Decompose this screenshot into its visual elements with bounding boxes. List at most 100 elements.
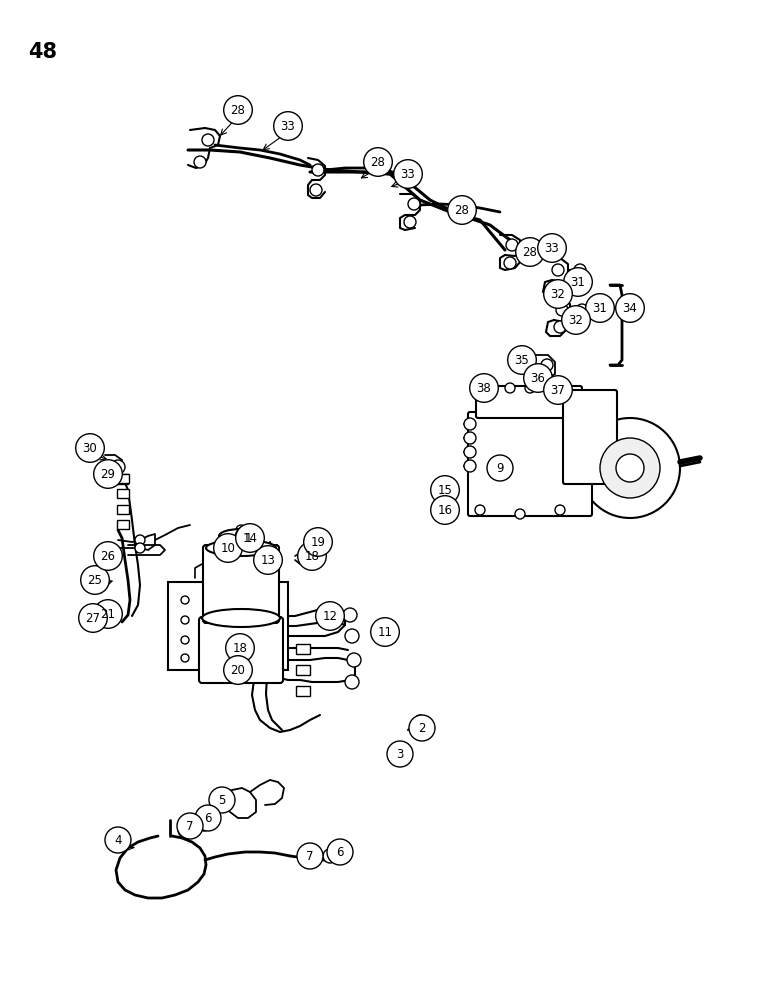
Circle shape [266, 636, 274, 644]
Circle shape [525, 383, 535, 393]
Circle shape [331, 848, 345, 862]
Circle shape [555, 505, 565, 515]
Bar [117, 489, 129, 498]
Circle shape [266, 616, 274, 624]
Circle shape [544, 376, 573, 404]
FancyBboxPatch shape [203, 545, 279, 623]
Text: 5: 5 [218, 794, 225, 806]
Circle shape [254, 546, 282, 574]
Circle shape [544, 280, 573, 308]
Circle shape [552, 264, 564, 276]
Text: 25: 25 [87, 574, 102, 586]
Text: 28: 28 [370, 155, 385, 168]
Text: 19: 19 [310, 536, 325, 548]
Circle shape [178, 822, 194, 838]
FancyBboxPatch shape [468, 412, 592, 516]
FancyBboxPatch shape [476, 386, 582, 418]
Circle shape [392, 744, 408, 760]
Text: 28: 28 [455, 204, 470, 217]
Text: 11: 11 [378, 626, 392, 639]
Circle shape [564, 268, 592, 296]
Circle shape [111, 460, 125, 474]
Bar [296, 644, 310, 654]
Text: 33: 33 [281, 119, 296, 132]
Circle shape [323, 849, 337, 863]
Circle shape [475, 505, 485, 515]
Circle shape [94, 460, 122, 488]
Text: 31: 31 [593, 302, 608, 314]
Circle shape [580, 418, 680, 518]
Circle shape [310, 184, 322, 196]
Circle shape [554, 321, 566, 333]
Circle shape [214, 534, 243, 562]
Circle shape [224, 96, 252, 124]
Text: 12: 12 [322, 609, 338, 622]
Circle shape [94, 542, 122, 570]
Text: 38: 38 [477, 381, 491, 394]
Circle shape [516, 238, 544, 266]
Circle shape [505, 383, 515, 393]
Text: 6: 6 [204, 812, 211, 824]
Circle shape [464, 432, 476, 444]
Text: 33: 33 [401, 167, 416, 180]
Circle shape [345, 675, 359, 689]
Circle shape [274, 112, 303, 140]
Circle shape [574, 264, 586, 276]
Circle shape [448, 196, 477, 224]
Circle shape [195, 805, 221, 831]
Circle shape [298, 542, 326, 570]
Circle shape [616, 454, 644, 482]
Text: 34: 34 [622, 302, 637, 314]
Circle shape [235, 525, 261, 551]
Text: 14: 14 [243, 532, 257, 544]
Text: 18: 18 [232, 642, 247, 654]
Text: 15: 15 [438, 484, 452, 496]
Circle shape [343, 608, 357, 622]
Bar [117, 474, 129, 483]
Circle shape [404, 216, 416, 228]
Text: 28: 28 [523, 245, 537, 258]
Circle shape [76, 434, 105, 462]
Circle shape [300, 852, 316, 868]
Text: 6: 6 [336, 846, 344, 858]
Circle shape [576, 304, 588, 316]
Circle shape [387, 741, 413, 767]
Circle shape [523, 364, 552, 392]
Circle shape [431, 476, 459, 504]
Circle shape [363, 148, 392, 176]
Circle shape [556, 304, 568, 316]
Circle shape [347, 653, 361, 667]
Circle shape [236, 524, 264, 552]
Text: 1: 1 [244, 532, 252, 544]
Text: 32: 32 [569, 314, 583, 326]
Text: 32: 32 [551, 288, 566, 300]
Circle shape [615, 294, 644, 322]
Text: 2: 2 [418, 722, 426, 734]
Text: 4: 4 [114, 834, 122, 846]
Bar [296, 665, 310, 675]
Text: 29: 29 [101, 468, 115, 481]
Circle shape [224, 656, 252, 684]
Text: 7: 7 [186, 820, 193, 832]
Text: 31: 31 [570, 275, 586, 288]
Text: 3: 3 [396, 748, 404, 760]
Circle shape [135, 543, 145, 553]
Circle shape [415, 715, 425, 725]
Circle shape [515, 509, 525, 519]
Text: 36: 36 [530, 371, 545, 384]
Text: 7: 7 [307, 850, 314, 862]
Circle shape [487, 455, 513, 481]
Circle shape [312, 164, 324, 176]
Text: 20: 20 [231, 664, 246, 676]
Text: 35: 35 [515, 354, 530, 366]
Circle shape [370, 618, 399, 646]
Bar [117, 505, 129, 514]
Circle shape [586, 294, 615, 322]
Circle shape [431, 496, 459, 524]
Ellipse shape [206, 540, 276, 556]
Circle shape [464, 418, 476, 430]
Text: 10: 10 [221, 542, 236, 554]
Circle shape [345, 629, 359, 643]
Circle shape [194, 156, 206, 168]
Circle shape [80, 566, 109, 594]
